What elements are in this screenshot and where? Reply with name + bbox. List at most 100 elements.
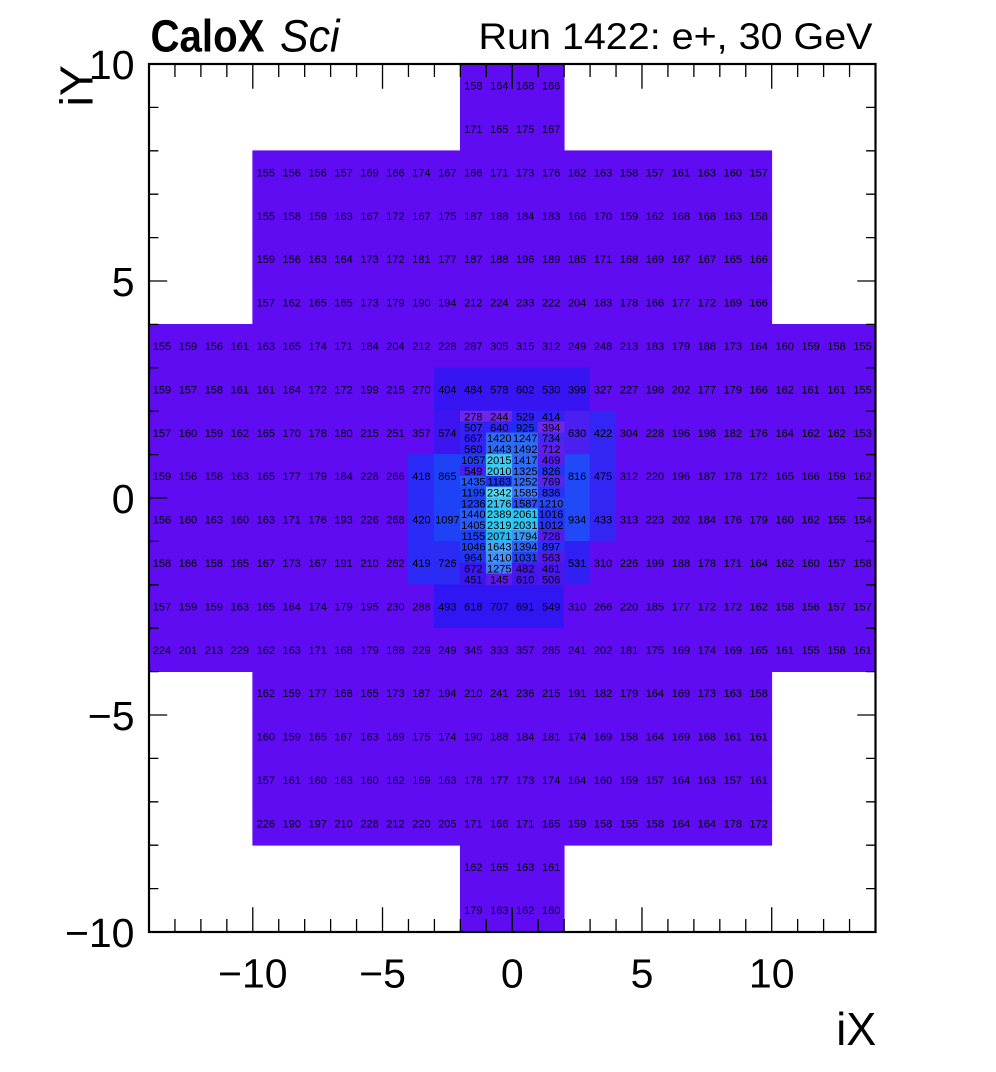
svg-text:157: 157 [179,384,197,396]
svg-text:964: 964 [464,553,482,565]
svg-text:165: 165 [283,341,301,353]
svg-text:158: 158 [205,471,223,483]
svg-text:227: 227 [620,384,638,396]
svg-text:734: 734 [542,433,560,445]
svg-text:1405: 1405 [461,520,485,532]
svg-text:826: 826 [542,466,560,478]
svg-text:171: 171 [308,645,326,657]
svg-text:173: 173 [386,688,404,700]
svg-text:164: 164 [646,688,664,700]
svg-text:204: 204 [386,341,404,353]
svg-text:1210: 1210 [539,498,563,510]
svg-text:574: 574 [438,428,456,440]
svg-text:165: 165 [257,601,275,613]
svg-text:220: 220 [620,601,638,613]
svg-text:166: 166 [490,818,508,830]
svg-text:183: 183 [594,298,612,310]
svg-text:166: 166 [179,558,197,570]
svg-text:166: 166 [750,384,768,396]
svg-text:163: 163 [231,601,249,613]
svg-text:640: 640 [490,422,508,434]
svg-text:179: 179 [724,384,742,396]
svg-text:155: 155 [620,818,638,830]
svg-text:163: 163 [438,775,456,787]
svg-text:179: 179 [464,905,482,917]
svg-text:228: 228 [360,818,378,830]
svg-text:157: 157 [334,167,352,179]
svg-text:175: 175 [438,211,456,223]
svg-text:560: 560 [464,444,482,456]
svg-text:198: 198 [646,384,664,396]
svg-text:228: 228 [360,471,378,483]
svg-text:2031: 2031 [513,520,537,532]
svg-text:160: 160 [594,775,612,787]
svg-text:156: 156 [308,167,326,179]
svg-text:2071: 2071 [487,531,511,543]
svg-text:248: 248 [594,341,612,353]
svg-text:158: 158 [853,558,871,570]
svg-text:168: 168 [672,211,690,223]
svg-text:157: 157 [257,775,275,787]
svg-text:167: 167 [438,167,456,179]
svg-text:165: 165 [360,688,378,700]
svg-text:226: 226 [620,558,638,570]
svg-text:1247: 1247 [513,433,537,445]
svg-text:1031: 1031 [513,553,537,565]
svg-text:187: 187 [464,254,482,266]
svg-text:162: 162 [257,645,275,657]
svg-text:305: 305 [490,341,508,353]
svg-text:212: 212 [464,298,482,310]
svg-text:155: 155 [853,341,871,353]
svg-text:154: 154 [853,515,871,527]
svg-text:1155: 1155 [462,531,486,543]
svg-text:241: 241 [568,645,586,657]
svg-text:172: 172 [750,818,768,830]
svg-text:163: 163 [516,862,534,874]
svg-text:166: 166 [464,167,482,179]
svg-text:163: 163 [334,775,352,787]
svg-text:166: 166 [750,254,768,266]
svg-text:278: 278 [464,412,482,424]
svg-text:196: 196 [672,428,690,440]
svg-text:10: 10 [749,951,795,997]
svg-text:484: 484 [464,384,482,396]
svg-text:182: 182 [724,428,742,440]
svg-text:169: 169 [594,732,612,744]
svg-text:159: 159 [153,471,171,483]
svg-text:169: 169 [724,298,742,310]
svg-text:312: 312 [542,341,560,353]
svg-text:172: 172 [698,298,716,310]
svg-text:179: 179 [386,298,404,310]
svg-text:2389: 2389 [487,509,511,521]
svg-text:177: 177 [308,688,326,700]
svg-text:172: 172 [386,254,404,266]
svg-text:172: 172 [750,471,768,483]
svg-text:169: 169 [412,775,430,787]
svg-text:177: 177 [672,298,690,310]
svg-text:1275: 1275 [487,563,511,575]
svg-text:173: 173 [283,558,301,570]
svg-text:181: 181 [412,254,430,266]
svg-text:156: 156 [283,254,301,266]
svg-text:188: 188 [490,211,508,223]
svg-text:287: 287 [464,341,482,353]
svg-text:172: 172 [334,384,352,396]
svg-text:171: 171 [334,341,352,353]
svg-text:233: 233 [516,298,534,310]
svg-text:563: 563 [542,553,560,565]
svg-text:166: 166 [801,471,819,483]
svg-text:157: 157 [257,298,275,310]
svg-text:163: 163 [334,211,352,223]
svg-text:266: 266 [386,471,404,483]
svg-text:2342: 2342 [487,487,511,499]
svg-text:315: 315 [516,341,534,353]
svg-text:1012: 1012 [539,520,563,532]
svg-text:−10: −10 [65,910,135,956]
svg-text:162: 162 [464,862,482,874]
svg-text:163: 163 [360,732,378,744]
svg-text:226: 226 [360,515,378,527]
svg-text:169: 169 [672,732,690,744]
svg-text:184: 184 [698,515,716,527]
svg-text:181: 181 [620,645,638,657]
svg-text:184: 184 [516,211,534,223]
